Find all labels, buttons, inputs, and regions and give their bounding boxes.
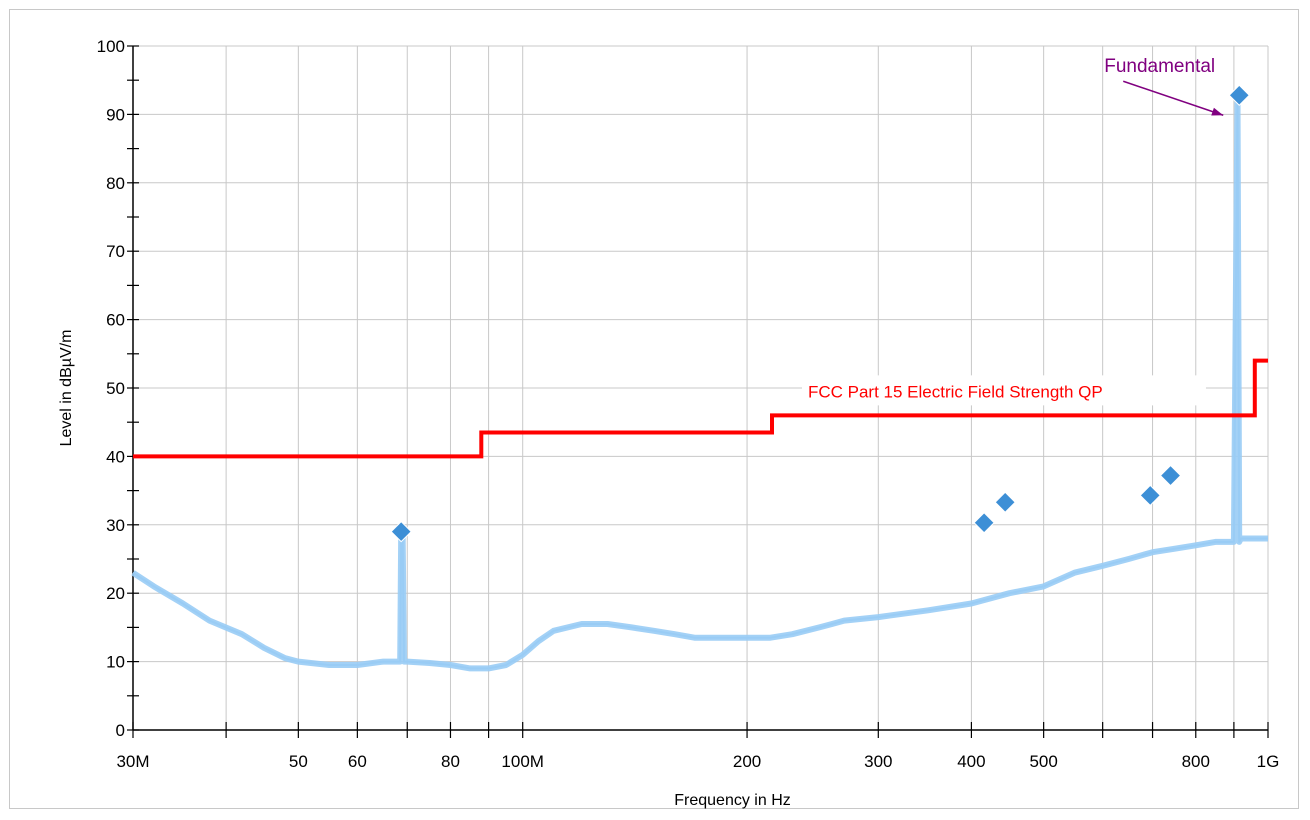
x-tick-label: 300 xyxy=(864,752,892,771)
x-tick-label: 60 xyxy=(348,752,367,771)
limit-label-bg xyxy=(801,375,1206,406)
peak-marker xyxy=(390,520,412,543)
x-axis-title: Frequency in Hz xyxy=(674,792,791,809)
x-tick-label: 800 xyxy=(1182,752,1210,771)
x-tick-label: 50 xyxy=(289,752,308,771)
limit-line xyxy=(133,358,1268,459)
x-tick-label: 80 xyxy=(441,752,460,771)
annotation-label: Fundamental xyxy=(1104,56,1215,77)
peak-marker xyxy=(994,491,1016,513)
peak-marker xyxy=(973,512,995,534)
y-axis-title: Level in dBµV/m xyxy=(58,330,75,447)
y-tick-label: 60 xyxy=(106,311,125,330)
y-tick-label: 100 xyxy=(97,37,125,56)
series xyxy=(131,92,1268,672)
y-tick-label: 70 xyxy=(106,242,125,261)
x-tick-label: 200 xyxy=(733,752,761,771)
y-tick-label: 80 xyxy=(106,174,125,193)
y-tick-label: 30 xyxy=(106,516,125,535)
y-tick-label: 0 xyxy=(116,721,125,740)
x-tick-label: 400 xyxy=(957,752,985,771)
y-tick-label: 10 xyxy=(106,653,125,672)
annotation-arrowhead xyxy=(1211,107,1224,116)
limit-line-label: FCC Part 15 Electric Field Strength QP xyxy=(808,382,1103,401)
y-tick-label: 40 xyxy=(106,447,125,466)
x-tick-label: 30M xyxy=(116,752,149,771)
labels: 0 10 20 30 40 50 60 70 80 90 100 30M 50 60 80 100M 200 30… xyxy=(97,37,1280,771)
x-tick-label: 100M xyxy=(501,752,544,771)
markers xyxy=(390,84,1250,543)
x-tick-label: 500 xyxy=(1029,752,1057,771)
peak-marker xyxy=(1159,464,1182,487)
y-tick-label: 50 xyxy=(106,379,125,398)
chart-frame xyxy=(9,9,1299,809)
peak-marker xyxy=(1139,484,1161,507)
x-tick-label: 1G xyxy=(1257,752,1280,771)
annotation-arrow xyxy=(1123,80,1224,116)
y-tick-label: 20 xyxy=(106,584,125,603)
y-tick-label: 90 xyxy=(106,105,125,124)
peak-marker xyxy=(1228,84,1250,106)
spectrum-trace-core xyxy=(132,94,1268,670)
